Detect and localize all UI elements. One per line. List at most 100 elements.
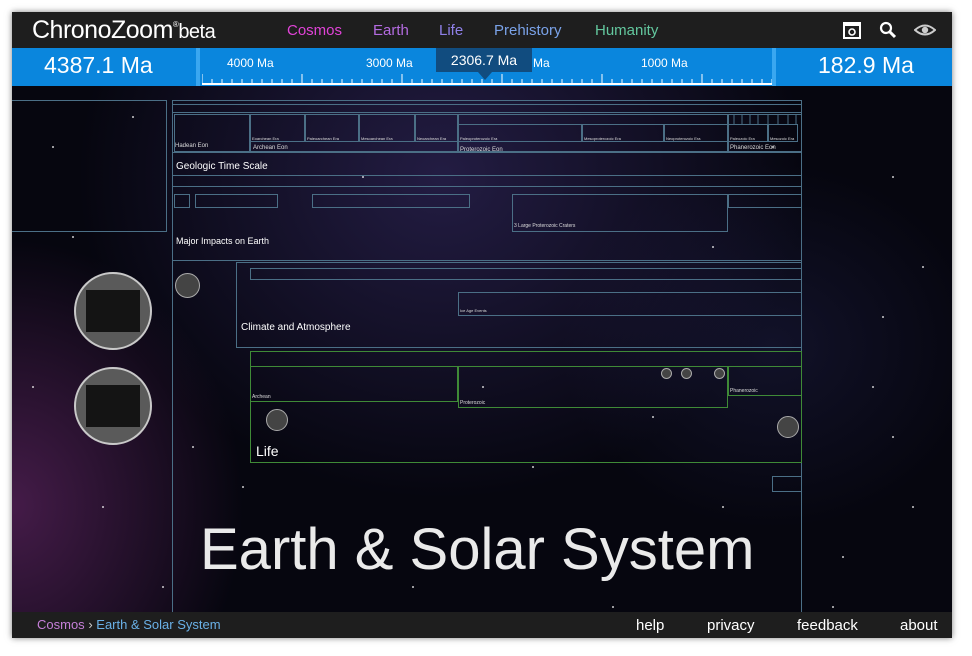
chronozoom-logo[interactable]: ChronoZoom®beta bbox=[32, 16, 216, 45]
star bbox=[722, 506, 724, 508]
star bbox=[72, 236, 74, 238]
nav-cosmos[interactable]: Cosmos bbox=[287, 22, 343, 39]
period-ticks bbox=[733, 114, 797, 124]
exhibit-thumbnail-2[interactable] bbox=[74, 367, 152, 445]
life-archean-box[interactable] bbox=[250, 366, 458, 402]
exhibit-icon-3[interactable] bbox=[714, 368, 725, 379]
zoom-canvas[interactable]: Hadean Eon Archean Eon Eoarchean Era Pal… bbox=[12, 86, 952, 612]
timeline-media-icon[interactable] bbox=[175, 273, 200, 298]
ruler-divider-left bbox=[196, 48, 200, 86]
climate-band-1[interactable] bbox=[250, 268, 802, 280]
proterozoic-eon-label: Proterozoic Eon bbox=[460, 147, 503, 153]
mesoproterozoic-era-label: Mesoproterozoic Era bbox=[584, 136, 621, 141]
star bbox=[132, 116, 134, 118]
star bbox=[242, 486, 244, 488]
paleoproterozoic-era-label: Paleoproterozoic Era bbox=[460, 136, 498, 141]
paleozoic-era-label: Paleozoic Era bbox=[730, 136, 755, 141]
neoarchean-era-box[interactable] bbox=[415, 114, 458, 142]
star bbox=[892, 436, 894, 438]
paleoarchean-era-box[interactable] bbox=[305, 114, 359, 142]
star bbox=[832, 606, 834, 608]
eye-icon[interactable] bbox=[913, 20, 937, 40]
star bbox=[192, 446, 194, 448]
tick-marks bbox=[202, 74, 772, 85]
star bbox=[532, 466, 534, 468]
star bbox=[32, 386, 34, 388]
mesoarchean-era-box[interactable] bbox=[359, 114, 415, 142]
impacts-timeline[interactable] bbox=[172, 186, 802, 261]
exhibit-icon-1[interactable] bbox=[661, 368, 672, 379]
proterozoic-craters-label: 3 Large Proterozoic Craters bbox=[514, 223, 576, 229]
footer-bar: Cosmos › Earth & Solar System help priva… bbox=[12, 612, 952, 638]
left-bound-value: 4387.1 Ma bbox=[44, 52, 153, 78]
star bbox=[912, 506, 914, 508]
privacy-link[interactable]: privacy bbox=[707, 617, 755, 634]
mesoarchean-era-label: Mesoarchean Era bbox=[361, 136, 393, 141]
life-timeline[interactable] bbox=[250, 351, 802, 463]
nav-life[interactable]: Life bbox=[439, 22, 464, 39]
star bbox=[882, 316, 884, 318]
breadcrumb-cosmos[interactable]: Cosmos bbox=[37, 617, 85, 632]
star bbox=[712, 246, 714, 248]
breadcrumb-earth[interactable]: Earth & Solar System bbox=[96, 617, 221, 632]
star bbox=[872, 386, 874, 388]
impact-event-1[interactable] bbox=[174, 194, 190, 208]
life-proterozoic-box[interactable] bbox=[458, 366, 728, 408]
impact-event-2[interactable] bbox=[195, 194, 278, 208]
help-link[interactable]: help bbox=[636, 617, 665, 634]
geologic-timeline-title: Geologic Time Scale bbox=[176, 161, 268, 172]
exhibit-icon-2[interactable] bbox=[681, 368, 692, 379]
life-phanerozoic-label: Phanerozoic bbox=[730, 388, 758, 394]
right-bound-value: 182.9 Ma bbox=[818, 52, 914, 78]
life-media-icon[interactable] bbox=[266, 409, 288, 431]
star bbox=[922, 266, 924, 268]
phanerozoic-eon-label: Phanerozoic Eon bbox=[730, 145, 776, 151]
mesoproterozoic-era-box[interactable] bbox=[582, 124, 664, 142]
life-timeline-title: Life bbox=[256, 443, 279, 459]
right-bound: 182.9 Ma bbox=[776, 48, 952, 86]
star bbox=[892, 176, 894, 178]
neoproterozoic-era-label: Neoproterozoic Era bbox=[666, 136, 701, 141]
hadean-eon-box[interactable] bbox=[174, 114, 250, 152]
proterozoic-craters-box[interactable] bbox=[512, 194, 728, 232]
star bbox=[482, 386, 484, 388]
life-proterozoic-label: Proterozoic bbox=[460, 400, 486, 406]
life-media-icon-right[interactable] bbox=[777, 416, 799, 438]
logo-text: ChronoZoom bbox=[32, 16, 173, 44]
mesozoic-era-box[interactable] bbox=[768, 124, 798, 142]
app-window: ChronoZoom®beta Cosmos Earth Life Prehis… bbox=[12, 12, 952, 638]
mesozoic-era-label: Mesozoic Era bbox=[770, 136, 795, 141]
tour-icon[interactable] bbox=[842, 20, 862, 40]
climate-timeline-title: Climate and Atmosphere bbox=[241, 322, 351, 333]
timeline-ruler[interactable]: 4387.1 Ma 4000 Ma 3000 Ma Ma 1000 Ma 230… bbox=[12, 48, 952, 86]
star bbox=[162, 586, 164, 588]
small-timeline-stub[interactable] bbox=[772, 476, 802, 492]
breadcrumb-separator: › bbox=[88, 617, 93, 632]
paleoproterozoic-era-box[interactable] bbox=[458, 124, 582, 142]
left-bound: 4387.1 Ma bbox=[12, 48, 196, 86]
top-bar: ChronoZoom®beta Cosmos Earth Life Prehis… bbox=[12, 12, 952, 48]
nav-humanity[interactable]: Humanity bbox=[595, 22, 659, 39]
neoproterozoic-era-box[interactable] bbox=[664, 124, 728, 142]
ice-age-box[interactable] bbox=[458, 292, 802, 316]
star bbox=[772, 146, 774, 148]
impact-event-group[interactable] bbox=[312, 194, 470, 208]
life-phanerozoic-box[interactable] bbox=[728, 366, 802, 396]
search-icon[interactable] bbox=[878, 20, 898, 40]
nav-prehistory[interactable]: Prehistory bbox=[494, 22, 562, 39]
tick-label-2000: Ma bbox=[533, 56, 550, 70]
nav-earth[interactable]: Earth bbox=[373, 22, 409, 39]
star bbox=[652, 416, 654, 418]
overview-frame bbox=[12, 100, 167, 232]
paleozoic-era-box[interactable] bbox=[728, 124, 768, 142]
eoarchean-era-box[interactable] bbox=[250, 114, 305, 142]
ruler-divider-right bbox=[772, 48, 776, 86]
registered-mark: ® bbox=[172, 20, 179, 29]
paleoarchean-era-label: Paleoarchean Era bbox=[307, 136, 340, 141]
exhibit-thumbnail-1[interactable] bbox=[74, 272, 152, 350]
tick-label-1000: 1000 Ma bbox=[641, 56, 688, 70]
impact-event-recent[interactable] bbox=[728, 194, 802, 208]
about-link[interactable]: about bbox=[900, 617, 938, 634]
feedback-link[interactable]: feedback bbox=[797, 617, 858, 634]
star bbox=[362, 176, 364, 178]
